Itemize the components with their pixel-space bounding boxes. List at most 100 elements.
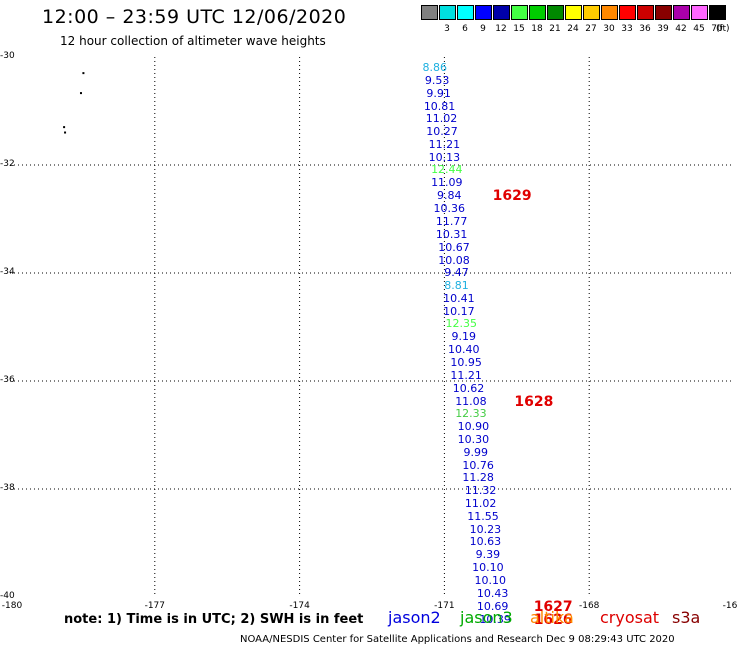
scale-label: 30	[603, 24, 615, 34]
scale-swatch	[583, 5, 600, 20]
footnote: note: 1) Time is in UTC; 2) SWH is in fe…	[64, 612, 364, 627]
pass-time-label: 1626	[533, 611, 573, 628]
wave-height-label: 10.10	[474, 573, 507, 587]
wave-height-label: 9.99	[463, 445, 489, 459]
wave-height-label: 9.53	[424, 73, 450, 87]
island-marker	[79, 92, 82, 95]
scale-swatch	[547, 5, 564, 20]
wave-height-label: 8.86	[422, 60, 447, 74]
legend-item-altika: altika	[530, 608, 574, 627]
pass-time-label: 1629	[492, 188, 532, 205]
wave-height-label: 12.33	[455, 407, 487, 421]
wave-height-label: 10.81	[423, 99, 456, 113]
scale-label: 33	[621, 24, 633, 34]
pass-time-label: 1628	[514, 393, 554, 410]
scale-label: 27	[585, 24, 597, 34]
wave-height-label: 9.84	[436, 189, 462, 203]
scale-label: 18	[531, 24, 543, 34]
scale-swatch	[457, 5, 474, 20]
legend-item-jason3: jason3	[460, 608, 513, 627]
scale-swatch	[673, 5, 690, 20]
scale-label: 24	[567, 24, 579, 34]
lat-tick-label: -36	[0, 375, 15, 385]
wave-height-label: 11.21	[428, 138, 461, 152]
wave-height-label: 10.13	[428, 150, 461, 164]
lat-tick-label: -38	[0, 483, 15, 493]
wave-height-label: 10.90	[457, 419, 490, 433]
wave-height-label: 10.40	[447, 343, 480, 357]
scale-label: 21	[549, 24, 561, 34]
scale-swatch	[565, 5, 582, 20]
wave-height-label: 10.17	[443, 304, 475, 318]
island-marker	[82, 72, 85, 75]
lon-tick-label: -174	[289, 601, 310, 611]
page-title: 12:00 – 23:59 UTC 12/06/2020	[42, 6, 347, 28]
lon-tick-label: -168	[578, 601, 600, 611]
wave-height-label: 10.27	[426, 125, 458, 139]
scale-swatch	[475, 5, 492, 20]
wave-height-label: 11.02	[425, 112, 458, 126]
legend-item-cryosat: cryosat	[600, 608, 660, 627]
scale-label: 9	[480, 24, 486, 34]
scale-swatch	[421, 5, 438, 20]
wave-height-label: 10.69	[476, 599, 509, 613]
wave-height-label: 11.09	[431, 176, 463, 190]
wave-height-label: 9.47	[444, 266, 469, 279]
scale-unit: (ft)	[716, 24, 730, 34]
wave-height-label: 10.43	[476, 586, 509, 600]
scale-label: 15	[513, 24, 525, 34]
scale-swatch	[691, 5, 708, 20]
wave-height-label: 11.21	[450, 368, 482, 382]
wave-height-label: 10.39	[479, 612, 511, 626]
lat-tick-label: -40	[0, 591, 15, 601]
scale-swatch	[709, 5, 726, 20]
scale-label: 39	[657, 24, 669, 34]
scale-swatch	[439, 5, 456, 20]
wave-height-label: 10.36	[433, 202, 465, 216]
wave-height-label: 8.81	[444, 278, 469, 292]
wave-height-label: 10.08	[438, 253, 470, 267]
wave-height-label: 10.30	[457, 432, 490, 446]
scale-label: 3	[444, 24, 450, 34]
scale-swatch	[493, 5, 510, 20]
wave-height-label: 10.67	[438, 240, 470, 254]
wave-height-label: 10.63	[469, 535, 502, 549]
wave-height-label: 11.55	[467, 510, 499, 524]
wave-height-label: 10.41	[443, 291, 475, 305]
scale-swatch	[655, 5, 672, 20]
island-marker	[64, 131, 67, 134]
legend-item-s3a: s3a	[672, 608, 701, 627]
scale-swatch	[619, 5, 636, 20]
lat-tick-label: -30	[0, 51, 15, 61]
scale-swatch	[637, 5, 654, 20]
wave-height-label: 12.35	[445, 317, 478, 331]
wave-height-label: 9.91	[426, 86, 451, 100]
lat-tick-label: -32	[0, 159, 15, 169]
scale-label: 42	[675, 24, 687, 34]
map-plot: 8.86 9.53 9.91 10.81 11.02 10.27 11.21 10.13 12.…	[10, 57, 734, 628]
scale-label: 70	[711, 24, 723, 34]
lon-tick-label: -171	[434, 601, 455, 611]
wave-height-label: 10.76	[462, 458, 494, 472]
map-grid	[10, 57, 734, 597]
wave-height-label: 11.77	[435, 214, 468, 228]
wave-height-label: 11.02	[464, 497, 497, 511]
scale-swatch	[511, 5, 528, 20]
wave-height-label: 10.31	[435, 227, 468, 241]
wave-height-label: 10.23	[469, 522, 502, 536]
wave-height-label: 10.10	[472, 561, 504, 575]
scale-label: 45	[693, 24, 705, 34]
lon-tick-label: -177	[144, 601, 166, 611]
wave-height-label: 10.62	[452, 381, 485, 395]
wave-height-label: 9.19	[451, 330, 476, 344]
wave-height-label: 12.44	[431, 163, 463, 177]
wave-height-label: 10.95	[450, 356, 482, 370]
scale-swatch	[529, 5, 546, 20]
legend-item-jason2: jason2	[388, 608, 441, 627]
credits-footer: NOAA/NESDIS Center for Satellite Applica…	[240, 634, 675, 645]
wave-height-label: 11.28	[462, 471, 494, 485]
scale-swatch	[601, 5, 618, 20]
island-marker	[63, 126, 66, 129]
lat-tick-label: -34	[0, 267, 15, 277]
scale-label: 12	[495, 24, 507, 34]
